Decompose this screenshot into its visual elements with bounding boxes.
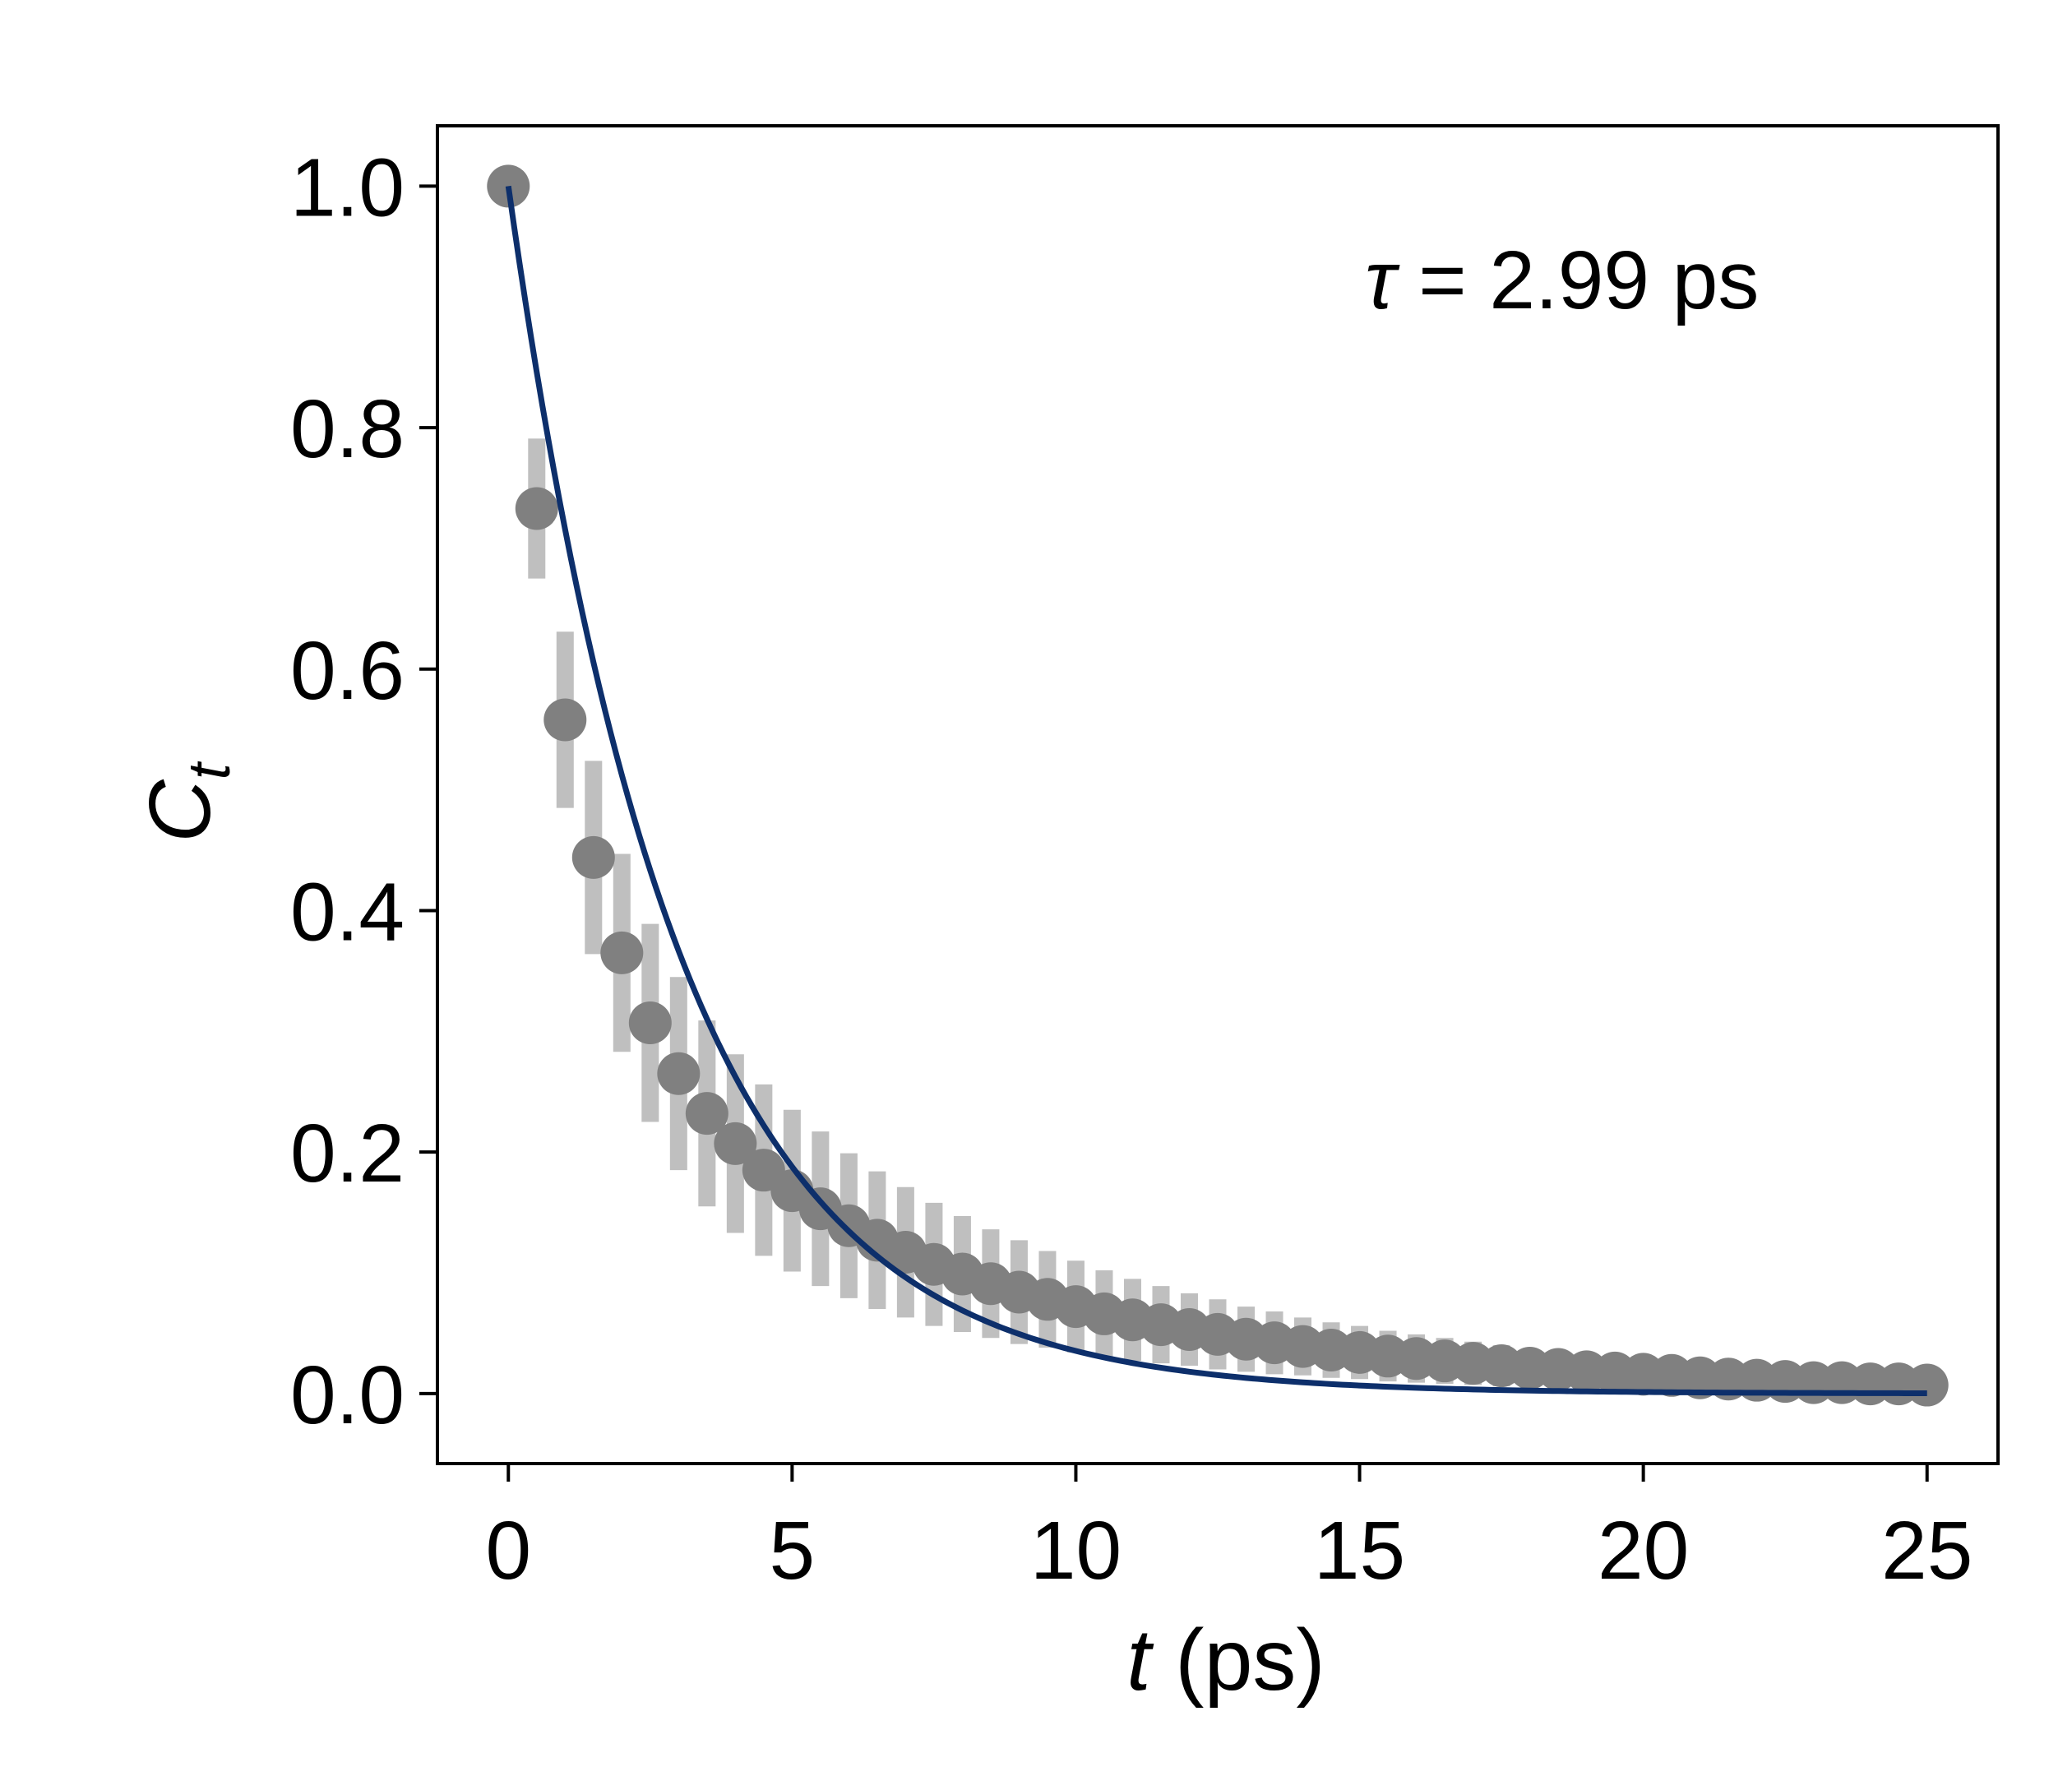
y-tick-label: 0.2 (290, 1108, 405, 1200)
data-point-group (487, 164, 1949, 1407)
tau-value: = 2.99 ps (1395, 234, 1759, 326)
x-axis-unit: (ps) (1151, 1612, 1325, 1709)
plot-frame (436, 124, 2000, 1465)
data-point (600, 931, 644, 974)
tau-symbol: τ (1365, 234, 1400, 326)
data-point (543, 698, 587, 742)
y-tick-label: 0.4 (290, 866, 405, 958)
y-tick-label: 0.6 (290, 625, 405, 717)
data-point (685, 1092, 728, 1135)
x-tick-label: 25 (1881, 1505, 1973, 1597)
data-point (714, 1122, 757, 1165)
y-tick-label: 0.8 (290, 383, 405, 475)
data-point (515, 487, 558, 530)
data-point (1905, 1363, 1949, 1407)
x-tick-label: 20 (1598, 1505, 1689, 1597)
data-point (571, 835, 615, 879)
x-axis-variable: t (1126, 1612, 1154, 1709)
x-tick-label: 5 (770, 1505, 816, 1597)
x-tick-label: 15 (1314, 1505, 1405, 1597)
y-axis-base: C (132, 779, 229, 843)
x-tick-label: 10 (1030, 1505, 1122, 1597)
data-point (628, 1001, 672, 1045)
y-tick-label: 1.0 (290, 141, 405, 234)
x-axis-label: t (ps) (1126, 1612, 1325, 1709)
data-point (657, 1052, 701, 1095)
tau-annotation: τ = 2.99 ps (1365, 234, 1759, 326)
errorbar-group (528, 438, 1936, 1394)
exponential-fit-line (505, 185, 1927, 1396)
y-tick-label: 0.0 (290, 1349, 405, 1441)
y-axis-ticks: 0.0 0.2 0.4 0.6 0.8 1.0 (290, 141, 437, 1441)
x-tick-label: 0 (485, 1505, 531, 1597)
y-axis-subscript: t (177, 761, 243, 779)
x-axis-ticks: 0 5 10 15 20 25 (485, 1464, 1973, 1597)
y-axis-label: Ct (132, 761, 243, 843)
